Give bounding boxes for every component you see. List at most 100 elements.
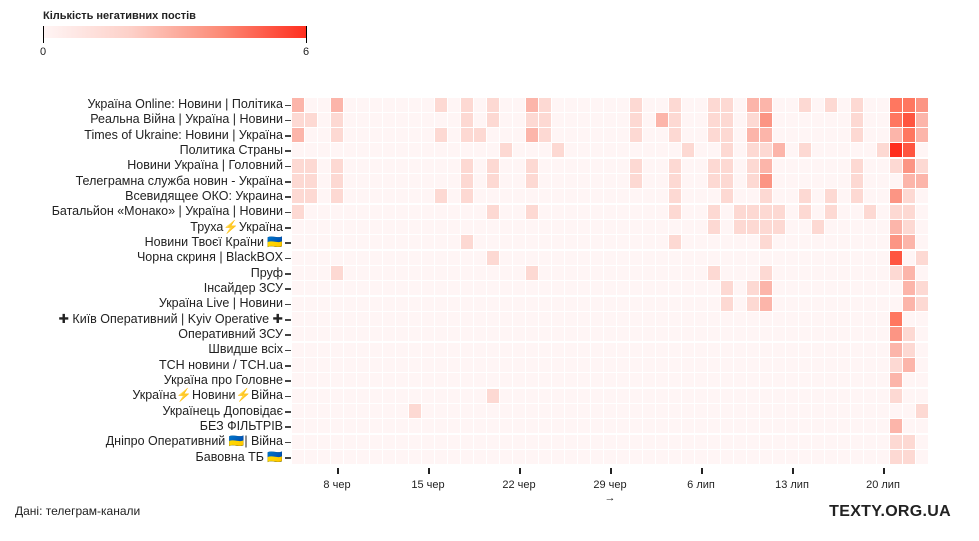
heatmap-cell[interactable]: [734, 235, 746, 250]
heatmap-cell[interactable]: [643, 204, 655, 219]
heatmap-cell[interactable]: [357, 128, 369, 143]
heatmap-cell[interactable]: [357, 250, 369, 265]
heatmap-cell[interactable]: [760, 296, 772, 311]
heatmap-cell[interactable]: [604, 450, 616, 465]
heatmap-cell[interactable]: [877, 189, 889, 204]
heatmap-cell[interactable]: [357, 419, 369, 434]
heatmap-cell[interactable]: [773, 143, 785, 158]
heatmap-cell[interactable]: [630, 204, 642, 219]
heatmap-cell[interactable]: [812, 174, 824, 189]
heatmap-cell[interactable]: [669, 281, 681, 296]
heatmap-cell[interactable]: [825, 97, 837, 112]
heatmap-cell[interactable]: [461, 434, 473, 449]
heatmap-cell[interactable]: [526, 450, 538, 465]
heatmap-cell[interactable]: [773, 97, 785, 112]
heatmap-cell[interactable]: [344, 235, 356, 250]
heatmap-cell[interactable]: [370, 97, 382, 112]
heatmap-cell[interactable]: [409, 388, 421, 403]
heatmap-cell[interactable]: [708, 327, 720, 342]
heatmap-cell[interactable]: [422, 97, 434, 112]
heatmap-cell[interactable]: [851, 434, 863, 449]
heatmap-cell[interactable]: [864, 266, 876, 281]
heatmap-cell[interactable]: [916, 128, 928, 143]
heatmap-cell[interactable]: [357, 174, 369, 189]
heatmap-cell[interactable]: [916, 158, 928, 173]
heatmap-cell[interactable]: [526, 419, 538, 434]
heatmap-cell[interactable]: [812, 220, 824, 235]
heatmap-cell[interactable]: [656, 158, 668, 173]
heatmap-cell[interactable]: [448, 128, 460, 143]
heatmap-cell[interactable]: [435, 404, 447, 419]
heatmap-cell[interactable]: [682, 235, 694, 250]
heatmap-cell[interactable]: [344, 250, 356, 265]
heatmap-cell[interactable]: [734, 388, 746, 403]
heatmap-cell[interactable]: [838, 358, 850, 373]
heatmap-cell[interactable]: [825, 266, 837, 281]
heatmap-cell[interactable]: [864, 112, 876, 127]
heatmap-cell[interactable]: [708, 204, 720, 219]
heatmap-cell[interactable]: [435, 235, 447, 250]
heatmap-cell[interactable]: [461, 204, 473, 219]
heatmap-cell[interactable]: [305, 97, 317, 112]
heatmap-cell[interactable]: [825, 342, 837, 357]
heatmap-cell[interactable]: [422, 220, 434, 235]
heatmap-cell[interactable]: [656, 327, 668, 342]
heatmap-cell[interactable]: [786, 312, 798, 327]
heatmap-cell[interactable]: [591, 281, 603, 296]
heatmap-cell[interactable]: [318, 404, 330, 419]
heatmap-cell[interactable]: [370, 266, 382, 281]
heatmap-cell[interactable]: [383, 388, 395, 403]
heatmap-cell[interactable]: [786, 158, 798, 173]
heatmap-cell[interactable]: [578, 189, 590, 204]
heatmap-cell[interactable]: [370, 450, 382, 465]
heatmap-cell[interactable]: [409, 143, 421, 158]
heatmap-cell[interactable]: [656, 312, 668, 327]
heatmap-cell[interactable]: [305, 404, 317, 419]
heatmap-cell[interactable]: [760, 174, 772, 189]
heatmap-cell[interactable]: [708, 158, 720, 173]
heatmap-cell[interactable]: [877, 220, 889, 235]
heatmap-cell[interactable]: [695, 296, 707, 311]
heatmap-cell[interactable]: [500, 312, 512, 327]
heatmap-cell[interactable]: [708, 434, 720, 449]
heatmap-cell[interactable]: [383, 235, 395, 250]
heatmap-cell[interactable]: [682, 281, 694, 296]
heatmap-cell[interactable]: [773, 266, 785, 281]
heatmap-cell[interactable]: [890, 358, 902, 373]
heatmap-cell[interactable]: [331, 296, 343, 311]
heatmap-cell[interactable]: [448, 143, 460, 158]
heatmap-cell[interactable]: [539, 128, 551, 143]
heatmap-cell[interactable]: [305, 358, 317, 373]
heatmap-cell[interactable]: [396, 204, 408, 219]
heatmap-cell[interactable]: [864, 128, 876, 143]
heatmap-cell[interactable]: [292, 189, 304, 204]
heatmap-cell[interactable]: [474, 266, 486, 281]
heatmap-cell[interactable]: [526, 143, 538, 158]
heatmap-cell[interactable]: [500, 388, 512, 403]
heatmap-cell[interactable]: [812, 296, 824, 311]
heatmap-cell[interactable]: [513, 358, 525, 373]
heatmap-cell[interactable]: [708, 128, 720, 143]
heatmap-cell[interactable]: [344, 388, 356, 403]
heatmap-cell[interactable]: [604, 404, 616, 419]
heatmap-cell[interactable]: [643, 342, 655, 357]
heatmap-cell[interactable]: [916, 174, 928, 189]
heatmap-cell[interactable]: [565, 358, 577, 373]
heatmap-cell[interactable]: [838, 281, 850, 296]
heatmap-cell[interactable]: [643, 266, 655, 281]
heatmap-cell[interactable]: [721, 419, 733, 434]
heatmap-cell[interactable]: [903, 174, 915, 189]
heatmap-cell[interactable]: [916, 235, 928, 250]
heatmap-cell[interactable]: [864, 174, 876, 189]
heatmap-cell[interactable]: [318, 158, 330, 173]
heatmap-cell[interactable]: [396, 143, 408, 158]
heatmap-cell[interactable]: [864, 97, 876, 112]
heatmap-cell[interactable]: [656, 419, 668, 434]
heatmap-cell[interactable]: [708, 281, 720, 296]
heatmap-cell[interactable]: [578, 174, 590, 189]
heatmap-cell[interactable]: [565, 204, 577, 219]
heatmap-cell[interactable]: [799, 358, 811, 373]
heatmap-cell[interactable]: [630, 143, 642, 158]
heatmap-cell[interactable]: [552, 388, 564, 403]
heatmap-cell[interactable]: [487, 204, 499, 219]
